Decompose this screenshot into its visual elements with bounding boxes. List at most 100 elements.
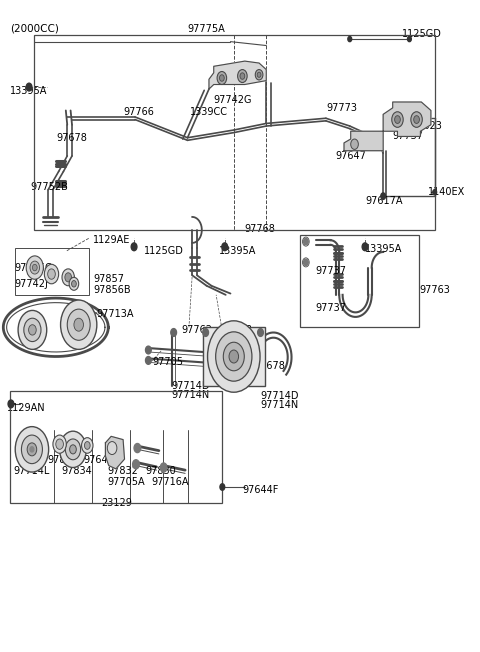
- Text: 97762: 97762: [182, 325, 213, 335]
- Circle shape: [131, 243, 137, 250]
- Text: 97678: 97678: [56, 133, 87, 143]
- Circle shape: [48, 269, 55, 279]
- Circle shape: [44, 264, 59, 284]
- Text: 97763: 97763: [420, 285, 450, 295]
- Polygon shape: [209, 61, 266, 89]
- Circle shape: [69, 277, 79, 290]
- Text: 97737: 97737: [393, 131, 424, 141]
- Text: 97714D: 97714D: [171, 381, 210, 391]
- Text: 97714N: 97714N: [260, 400, 298, 410]
- Text: 97644F: 97644F: [243, 484, 279, 495]
- Circle shape: [433, 190, 437, 195]
- Text: 97678: 97678: [254, 361, 285, 371]
- Circle shape: [257, 72, 261, 78]
- Circle shape: [65, 273, 72, 282]
- Circle shape: [362, 243, 368, 250]
- Text: 97644A: 97644A: [84, 454, 121, 465]
- Text: 97714D: 97714D: [260, 391, 299, 401]
- Text: 97714N: 97714N: [171, 390, 210, 400]
- Circle shape: [29, 325, 36, 335]
- Text: 1140EX: 1140EX: [428, 187, 465, 198]
- Circle shape: [72, 280, 76, 287]
- Circle shape: [33, 264, 37, 271]
- Circle shape: [26, 256, 43, 279]
- Circle shape: [26, 83, 32, 91]
- Text: 97716A: 97716A: [151, 477, 189, 487]
- Circle shape: [408, 37, 411, 42]
- Circle shape: [134, 443, 141, 452]
- Text: 97856B: 97856B: [93, 285, 131, 295]
- Circle shape: [258, 329, 264, 336]
- Text: 97742J: 97742J: [15, 280, 48, 289]
- Polygon shape: [106, 436, 124, 469]
- Circle shape: [351, 139, 359, 149]
- Circle shape: [395, 115, 400, 123]
- Circle shape: [18, 310, 47, 349]
- Text: 1129AN: 1129AN: [7, 403, 46, 413]
- Circle shape: [303, 259, 308, 265]
- Text: 97678: 97678: [222, 325, 253, 335]
- Bar: [10, 391, 222, 503]
- Circle shape: [22, 435, 42, 464]
- Text: 97833: 97833: [47, 454, 78, 465]
- Circle shape: [229, 350, 239, 363]
- Text: 97857: 97857: [93, 274, 124, 284]
- Text: 97705A: 97705A: [108, 477, 145, 487]
- Circle shape: [238, 70, 247, 83]
- Text: 97766: 97766: [123, 107, 154, 117]
- Circle shape: [30, 447, 34, 452]
- Bar: [203, 327, 265, 386]
- Circle shape: [27, 443, 36, 456]
- Text: 97742G: 97742G: [214, 95, 252, 105]
- Text: 97773: 97773: [326, 103, 357, 113]
- Polygon shape: [383, 102, 431, 136]
- Circle shape: [220, 484, 225, 490]
- Text: 97623: 97623: [412, 121, 443, 131]
- Text: 97713A: 97713A: [97, 308, 134, 319]
- Circle shape: [207, 321, 260, 393]
- Circle shape: [60, 300, 97, 349]
- Circle shape: [145, 346, 151, 354]
- Circle shape: [53, 435, 66, 453]
- Circle shape: [392, 111, 403, 127]
- Text: 1129AE: 1129AE: [93, 235, 131, 245]
- Circle shape: [222, 243, 228, 250]
- Text: 97617A: 97617A: [365, 196, 403, 206]
- Circle shape: [255, 70, 263, 80]
- Circle shape: [108, 441, 117, 454]
- Circle shape: [240, 73, 245, 80]
- Circle shape: [62, 269, 74, 286]
- Text: 1339CC: 1339CC: [190, 107, 228, 117]
- Text: 97834: 97834: [61, 466, 92, 477]
- Text: 97785C: 97785C: [15, 263, 52, 273]
- Text: 97830: 97830: [145, 466, 176, 477]
- Text: 1125GD: 1125GD: [402, 29, 442, 39]
- Circle shape: [203, 329, 208, 336]
- Bar: [34, 35, 435, 230]
- Text: 23129: 23129: [102, 497, 132, 508]
- Circle shape: [132, 460, 139, 469]
- Circle shape: [24, 318, 41, 342]
- Text: 97752B: 97752B: [30, 182, 68, 192]
- Circle shape: [60, 431, 86, 467]
- Circle shape: [160, 463, 167, 472]
- Circle shape: [67, 309, 90, 340]
- Circle shape: [56, 439, 63, 449]
- Bar: [15, 248, 89, 295]
- Circle shape: [145, 357, 151, 364]
- Polygon shape: [344, 131, 383, 151]
- Circle shape: [219, 75, 224, 82]
- Text: 97832: 97832: [108, 466, 138, 477]
- Circle shape: [65, 439, 81, 460]
- Text: (2000CC): (2000CC): [10, 23, 59, 34]
- Text: 97647: 97647: [336, 151, 366, 161]
- Text: 1125GD: 1125GD: [144, 246, 183, 256]
- Circle shape: [84, 441, 90, 449]
- Circle shape: [82, 437, 93, 453]
- Circle shape: [15, 426, 48, 472]
- Text: 13395A: 13395A: [219, 246, 256, 256]
- Circle shape: [8, 400, 14, 408]
- Circle shape: [217, 72, 227, 85]
- Bar: [300, 235, 419, 327]
- Circle shape: [411, 111, 422, 127]
